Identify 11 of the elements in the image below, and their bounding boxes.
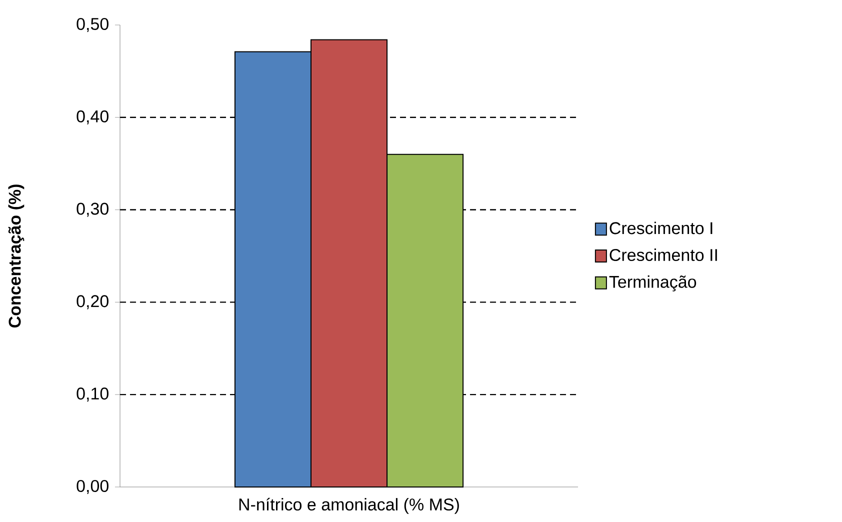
y-tick-label: 0,40	[76, 110, 108, 124]
legend-label: Terminação	[609, 275, 696, 292]
y-tick-label: 0,30	[76, 202, 108, 217]
y-tick-label: 0,00	[76, 480, 108, 494]
y-tick-label: 0,10	[76, 388, 108, 402]
x-tick-label: N-nítrico e amoniacal (% MS)	[239, 498, 459, 514]
y-axis-title: Concentração (%)	[8, 184, 24, 328]
y-tick-label: 0,50	[76, 18, 108, 32]
legend-label: Crescimento I	[610, 222, 712, 234]
y-tick-label: 0,20	[76, 295, 108, 310]
legend-label: Crescimento II	[610, 248, 717, 262]
